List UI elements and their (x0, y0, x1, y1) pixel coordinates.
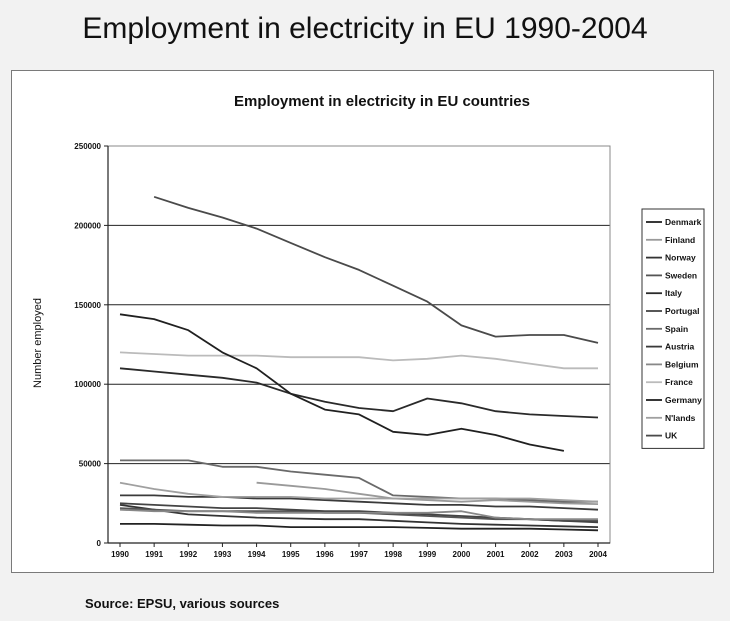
y-tick-label-5: 250000 (74, 142, 101, 151)
legend-label-0: Denmark (665, 217, 702, 227)
source-note: Source: EPSU, various sources (85, 596, 280, 611)
legend-label-4: Italy (665, 288, 682, 298)
y-tick-label-3: 150000 (74, 301, 101, 310)
legend-label-8: Belgium (665, 359, 699, 369)
chart-title: Employment in electricity in EU countrie… (234, 93, 530, 110)
legend-label-7: Austria (665, 342, 695, 352)
series-line-finland (256, 481, 599, 505)
line-chart: Employment in electricity in EU countrie… (32, 93, 705, 559)
series-line-uk (153, 195, 599, 344)
x-tick-label-9: 1999 (418, 550, 436, 559)
series-line-germany (119, 313, 565, 452)
x-tick-label-4: 1994 (248, 550, 266, 559)
legend-label-9: France (665, 377, 693, 387)
legend-label-2: Norway (665, 253, 696, 263)
x-tick-label-11: 2001 (487, 550, 505, 559)
series-line-italy (119, 367, 599, 419)
grid-lines (108, 224, 610, 465)
y-axis-ticks: 0 50000 100000 150000 200000 250000 (74, 142, 108, 548)
x-tick-label-10: 2000 (453, 550, 471, 559)
x-tick-label-0: 1990 (111, 550, 129, 559)
legend-label-11: N'lands (665, 413, 696, 423)
x-tick-label-5: 1995 (282, 550, 300, 559)
chart-frame: Employment in electricity in EU countrie… (11, 70, 714, 573)
series-line-spain (120, 459, 598, 503)
legend-label-6: Spain (665, 324, 688, 334)
series-line-france (119, 351, 598, 370)
y-tick-label-1: 50000 (79, 460, 102, 469)
series-line-austria (120, 494, 599, 511)
x-tick-label-13: 2003 (555, 550, 573, 559)
x-tick-label-12: 2002 (521, 550, 539, 559)
x-tick-label-14: 2004 (589, 550, 607, 559)
legend-label-10: Germany (665, 395, 702, 405)
slide-title: Employment in electricity in EU 1990-200… (82, 12, 648, 45)
y-tick-label-4: 200000 (74, 221, 101, 230)
legend-label-1: Finland (665, 235, 695, 245)
y-tick-label-2: 100000 (74, 380, 101, 389)
y-axis-label: Number employed (32, 298, 44, 388)
series-line-belgium (119, 508, 598, 521)
x-tick-label-8: 1998 (384, 550, 402, 559)
series-line-denmark (120, 523, 599, 532)
series-line-norway (119, 504, 599, 528)
legend: Denmark Finland Norway Sweden Italy Portugal S… (641, 208, 705, 449)
legend-label-5: Portugal (665, 306, 699, 316)
legend-label-3: Sweden (665, 270, 697, 280)
series-lines (119, 195, 599, 532)
x-tick-label-1: 1991 (145, 550, 163, 559)
x-tick-label-6: 1996 (316, 550, 334, 559)
x-tick-label-7: 1997 (350, 550, 368, 559)
x-tick-label-2: 1992 (179, 550, 197, 559)
x-axis-ticks: 1990 1991 1992 1993 1994 1995 1996 1997 1998 1999… (111, 543, 607, 559)
series-line-n-lands (119, 481, 599, 503)
y-tick-label-0: 0 (97, 539, 102, 548)
legend-label-12: UK (665, 431, 678, 441)
x-tick-label-3: 1993 (214, 550, 232, 559)
